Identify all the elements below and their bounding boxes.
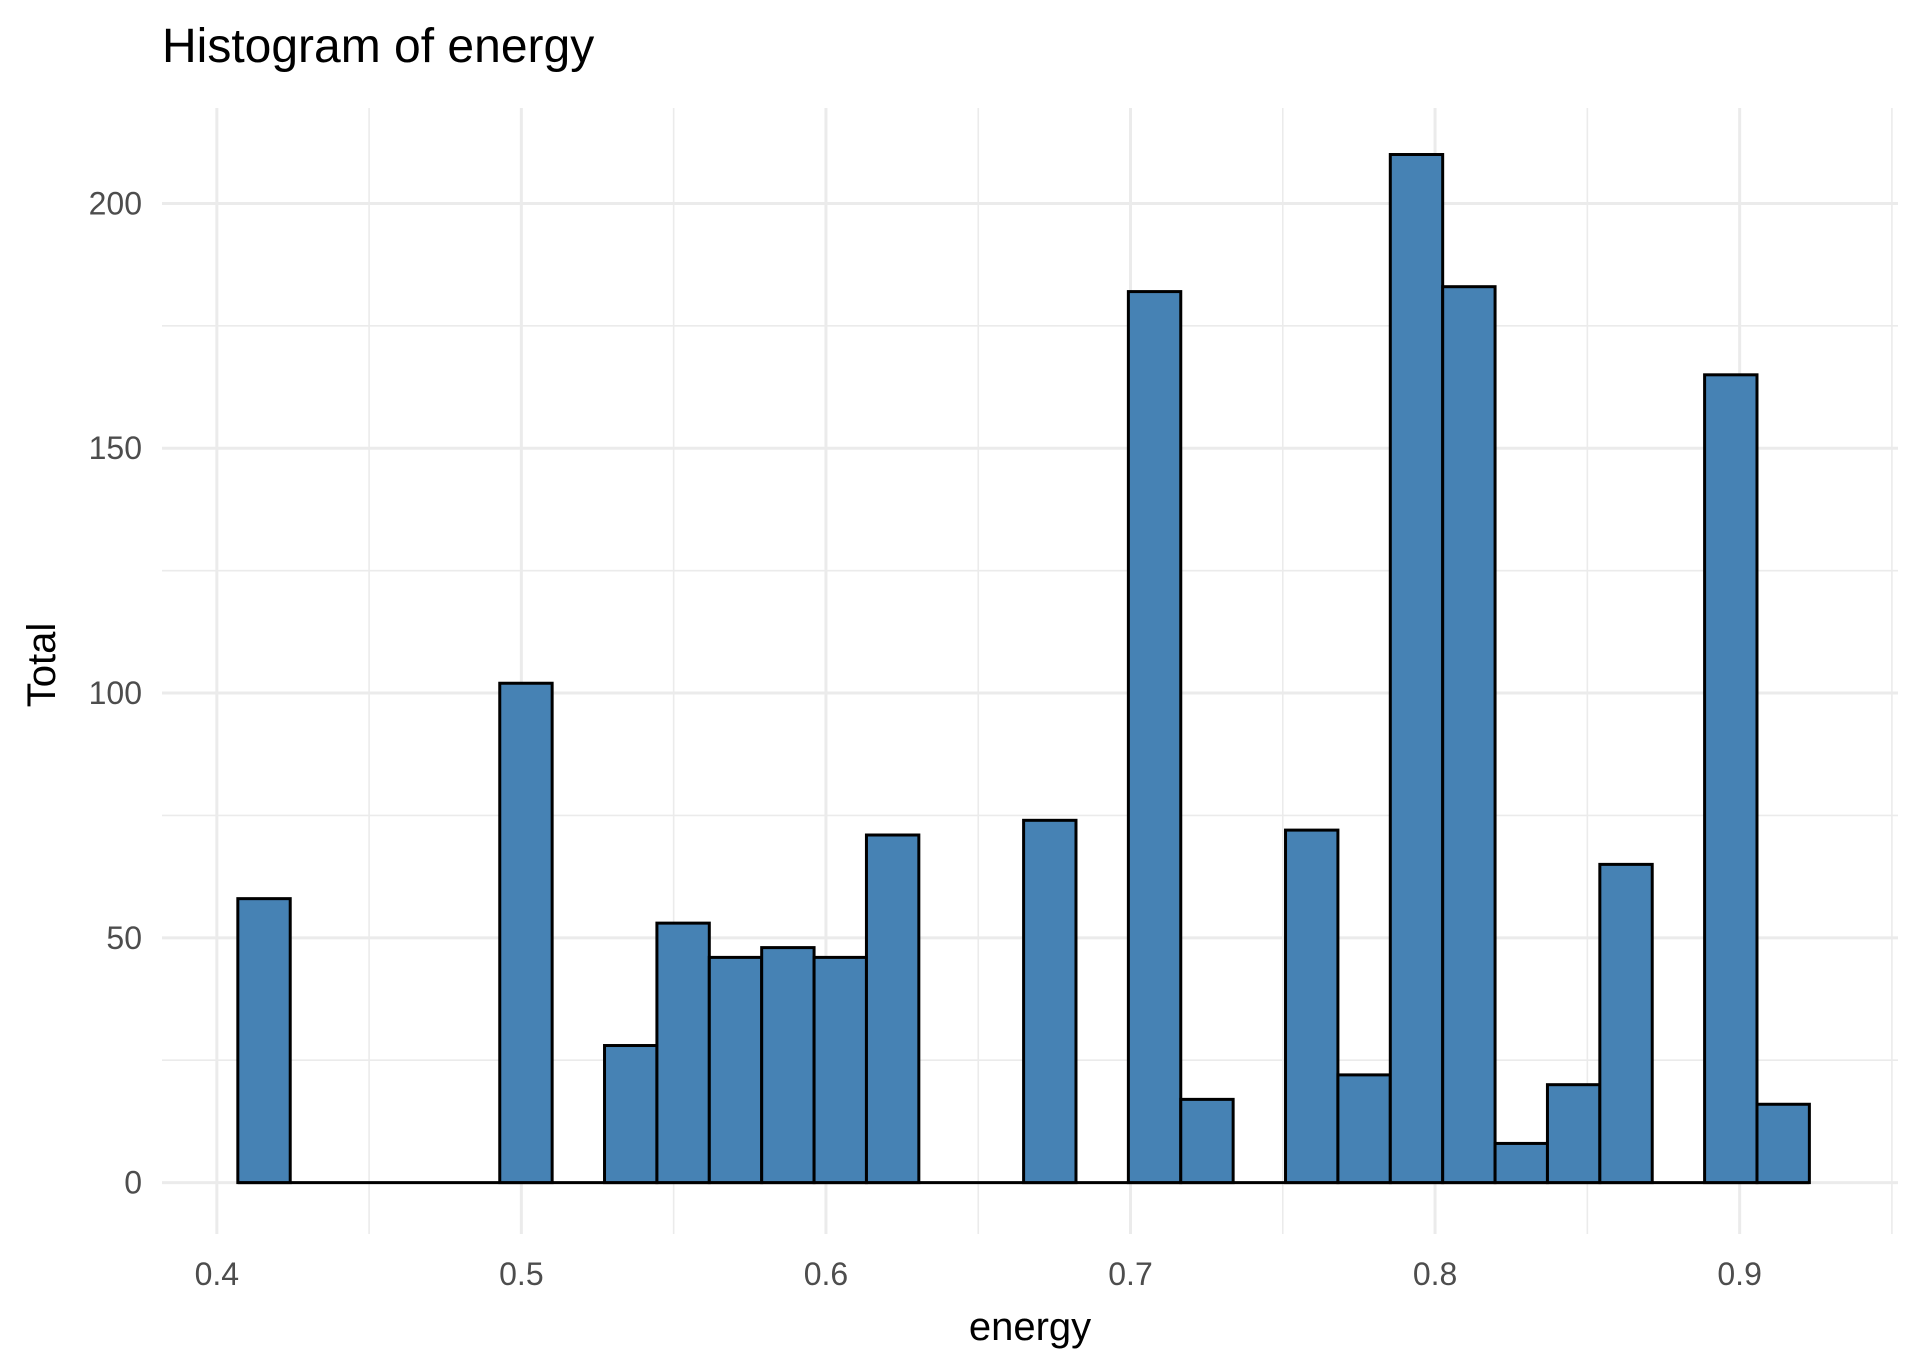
x-tick-label: 0.6 [804,1256,848,1292]
histogram-bar [603,1044,659,1185]
histogram-bar [236,897,292,1185]
x-axis-title: energy [969,1305,1091,1349]
histogram-bar [812,955,868,1185]
histogram-bar [498,681,554,1185]
histogram-bar [1284,828,1340,1185]
histogram-bars [236,153,1811,1185]
y-axis-title: Total [20,623,64,708]
histogram-bar [864,833,921,1185]
histogram-bar [1336,1073,1392,1185]
histogram-bar [760,946,816,1185]
histogram-bar [1545,1083,1602,1185]
histogram-bar [1755,1102,1811,1185]
histogram-bar [1598,862,1654,1185]
x-tick-label: 0.4 [195,1256,239,1292]
x-tick-label: 0.7 [1108,1256,1152,1292]
histogram-bar [1441,285,1497,1185]
y-tick-label: 200 [89,185,142,221]
histogram-bar [1703,373,1759,1185]
histogram-bar [1126,290,1183,1185]
y-tick-label: 150 [89,430,142,466]
y-tick-label: 100 [89,675,142,711]
x-tick-label: 0.8 [1413,1256,1457,1292]
histogram-bar [1493,1141,1549,1185]
x-axis-ticks: 0.4 0.5 0.6 0.7 0.8 0.9 [195,1256,1762,1292]
x-tick-label: 0.9 [1717,1256,1761,1292]
chart-title: Histogram of energy [162,20,594,73]
y-tick-label: 0 [124,1165,142,1201]
histogram-bar [1022,818,1078,1185]
y-axis-ticks: 0 50 100 150 200 [89,185,142,1200]
histogram-bar [655,921,711,1185]
histogram-bar [707,955,764,1185]
histogram-bar [1388,153,1445,1185]
x-tick-label: 0.5 [499,1256,543,1292]
histogram-bar [1179,1097,1235,1185]
y-tick-label: 50 [106,920,142,956]
